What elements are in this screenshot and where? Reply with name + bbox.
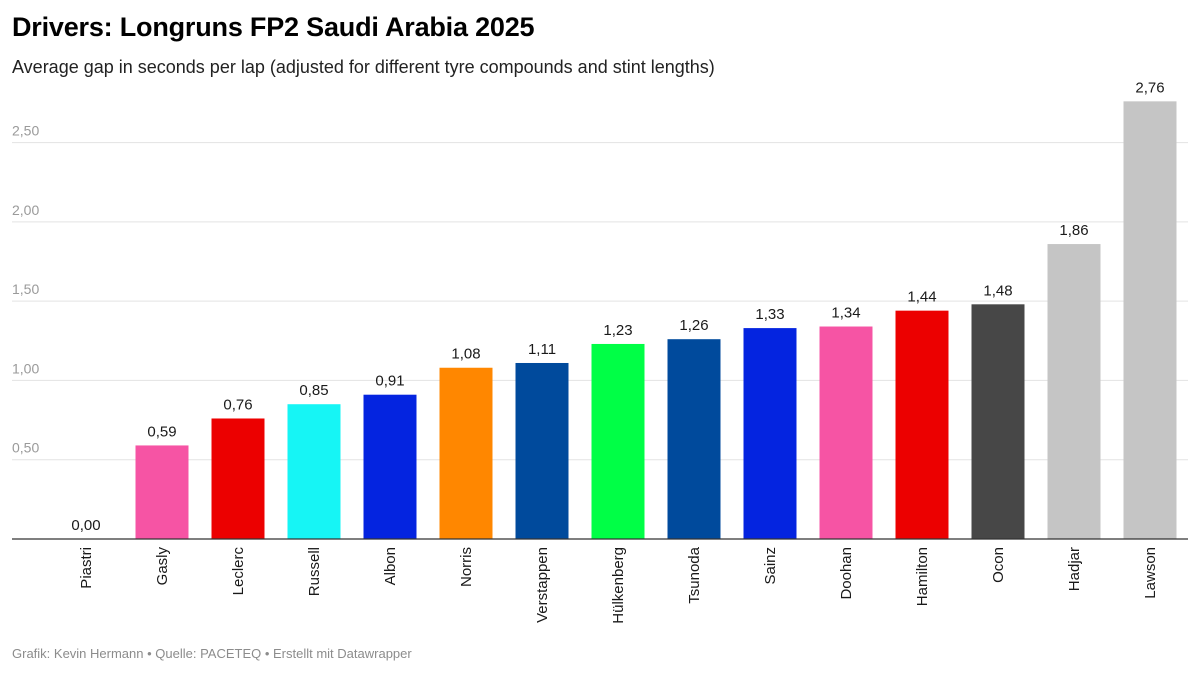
x-tick-label: Norris bbox=[458, 547, 475, 587]
value-label: 0,76 bbox=[223, 396, 252, 413]
bar-hadjar bbox=[1047, 244, 1101, 540]
bar-lawson bbox=[1123, 101, 1177, 539]
value-label: 1,08 bbox=[451, 346, 480, 363]
y-tick-label: 1,50 bbox=[12, 281, 39, 297]
value-label: 1,34 bbox=[831, 305, 860, 322]
x-tick-label: Hadjar bbox=[1066, 547, 1083, 591]
bar-leclerc bbox=[211, 418, 265, 539]
x-tick-label: Lawson bbox=[1142, 547, 1159, 599]
x-tick-label: Leclerc bbox=[230, 547, 247, 596]
x-tick-label: Verstappen bbox=[534, 547, 551, 623]
x-tick-label: Ocon bbox=[990, 547, 1007, 583]
x-tick-label: Albon bbox=[382, 547, 399, 585]
value-label: 0,91 bbox=[375, 373, 404, 390]
bar-verstappen bbox=[515, 362, 569, 539]
bar-tsunoda bbox=[667, 339, 721, 539]
bar-hülkenberg bbox=[591, 343, 645, 539]
bars bbox=[135, 101, 1177, 540]
source-credit: Grafik: Kevin Hermann • Quelle: PACETEQ … bbox=[12, 646, 412, 661]
bar-sainz bbox=[743, 328, 797, 539]
x-tick-label: Sainz bbox=[762, 547, 779, 585]
value-label: 1,86 bbox=[1059, 222, 1088, 239]
x-tick-label: Gasly bbox=[154, 547, 171, 586]
value-label: 0,59 bbox=[147, 423, 176, 440]
value-label: 0,00 bbox=[71, 517, 100, 534]
bar-doohan bbox=[819, 326, 873, 539]
x-tick-label: Russell bbox=[306, 547, 323, 596]
value-label: 1,48 bbox=[983, 282, 1012, 299]
value-label: 1,11 bbox=[528, 341, 556, 358]
bar-albon bbox=[363, 394, 417, 539]
y-tick-label: 1,00 bbox=[12, 360, 39, 376]
x-tick-label: Hülkenberg bbox=[610, 547, 627, 624]
bar-russell bbox=[287, 404, 341, 539]
value-label: 0,85 bbox=[299, 382, 328, 399]
bar-norris bbox=[439, 367, 493, 539]
y-tick-label: 2,50 bbox=[12, 123, 39, 139]
x-tick-label: Tsunoda bbox=[686, 546, 703, 603]
value-label: 1,23 bbox=[603, 322, 632, 339]
value-label: 1,33 bbox=[755, 306, 784, 323]
value-labels: 0,00 0,59 0,76 0,85 0,91 1,08 1,11 1,23 1,26 1,33… bbox=[71, 79, 1164, 534]
chart-subtitle: Average gap in seconds per lap (adjusted… bbox=[12, 57, 715, 77]
bar-gasly bbox=[135, 445, 189, 539]
bar-hamilton bbox=[895, 310, 949, 539]
value-label: 2,76 bbox=[1135, 79, 1164, 96]
x-tick-label: Doohan bbox=[838, 547, 855, 600]
x-tick-label: Hamilton bbox=[914, 547, 931, 606]
bar-ocon bbox=[971, 304, 1025, 539]
chart-title: Drivers: Longruns FP2 Saudi Arabia 2025 bbox=[12, 12, 535, 42]
x-tick-label: Piastri bbox=[78, 547, 95, 589]
y-tick-label: 2,00 bbox=[12, 202, 39, 218]
x-axis: Piastri Gasly Leclerc Russell Albon Norris Ver… bbox=[12, 538, 1188, 624]
value-label: 1,26 bbox=[679, 317, 708, 334]
value-label: 1,44 bbox=[907, 289, 936, 306]
y-tick-label: 0,50 bbox=[12, 440, 39, 456]
